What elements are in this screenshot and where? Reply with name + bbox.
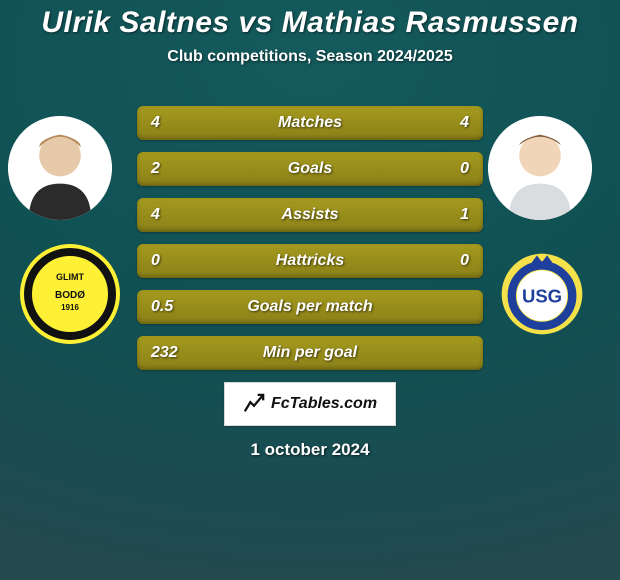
stat-bars: 4 Matches 4 2 Goals 0 4 Assists 1 0 Hattricks 0 0.5 G…	[137, 96, 483, 370]
brand-box: FcTables.com	[224, 382, 396, 426]
stat-row: 4 Assists 1	[137, 198, 483, 232]
svg-text:BODØ: BODØ	[55, 290, 85, 301]
stat-row: 0.5 Goals per match	[137, 290, 483, 324]
stat-label: Assists	[282, 206, 339, 224]
stat-label: Goals per match	[247, 298, 372, 316]
page-title: Ulrik Saltnes vs Mathias Rasmussen	[0, 0, 620, 40]
stat-row: 232 Min per goal	[137, 336, 483, 370]
person-silhouette-icon	[488, 116, 592, 220]
stat-row: 0 Hattricks 0	[137, 244, 483, 278]
stat-value-right: 0	[460, 252, 469, 270]
stat-value-right: 4	[460, 114, 469, 132]
brand-text: FcTables.com	[271, 395, 377, 413]
stat-label: Matches	[278, 114, 342, 132]
club-left-badge: GLIMT BODØ 1916	[20, 244, 120, 344]
stat-label: Min per goal	[263, 344, 357, 362]
stat-value-right: 1	[460, 206, 469, 224]
chart-line-icon	[243, 393, 265, 415]
stat-row: 4 Matches 4	[137, 106, 483, 140]
comparison-infographic: Ulrik Saltnes vs Mathias Rasmussen Club …	[0, 0, 620, 580]
comparison-area: GLIMT BODØ 1916 USG 4 Matches 4 2 Goals 0 4 Ass…	[0, 96, 620, 460]
svg-text:USG: USG	[522, 285, 562, 306]
stat-value-left: 2	[151, 160, 160, 178]
player-left-avatar	[8, 116, 112, 220]
stat-label: Goals	[288, 160, 332, 178]
club-crest-icon: USG	[500, 252, 584, 336]
player-right-avatar	[488, 116, 592, 220]
stat-value-left: 4	[151, 206, 160, 224]
club-crest-icon: GLIMT BODØ 1916	[20, 244, 120, 344]
club-right-badge: USG	[500, 252, 584, 336]
person-silhouette-icon	[8, 116, 112, 220]
subtitle: Club competitions, Season 2024/2025	[0, 48, 620, 66]
date-text: 1 october 2024	[0, 440, 620, 460]
svg-text:1916: 1916	[61, 303, 79, 312]
stat-value-left: 0.5	[151, 298, 173, 316]
stat-value-right: 0	[460, 160, 469, 178]
stat-value-left: 232	[151, 344, 178, 362]
stat-row: 2 Goals 0	[137, 152, 483, 186]
stat-label: Hattricks	[276, 252, 344, 270]
stat-value-left: 4	[151, 114, 160, 132]
svg-text:GLIMT: GLIMT	[56, 272, 84, 282]
stat-value-left: 0	[151, 252, 160, 270]
